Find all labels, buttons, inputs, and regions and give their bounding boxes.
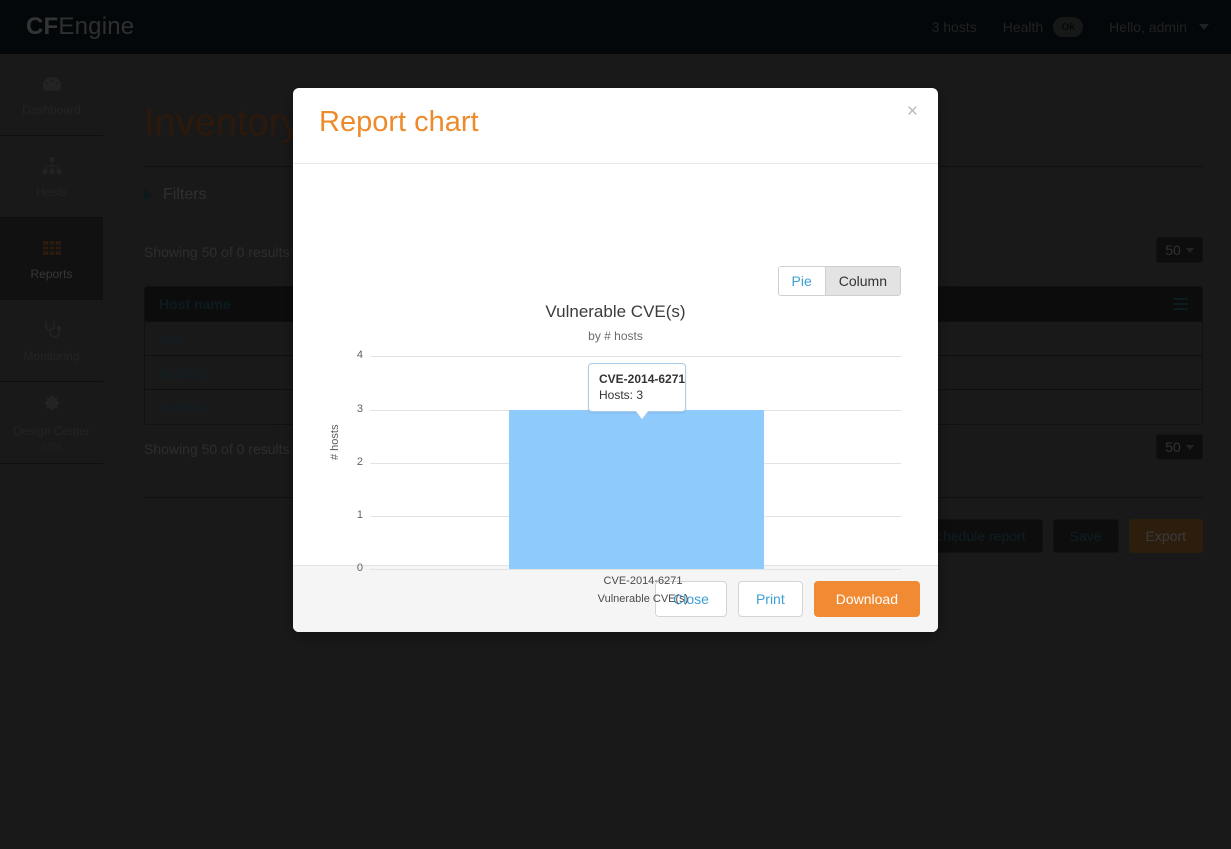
grid-icon	[40, 236, 64, 260]
x-axis-label: Vulnerable CVE(s)	[597, 593, 689, 605]
page-size-select-bottom[interactable]: 50	[1156, 434, 1203, 460]
user-menu[interactable]: Hello, admin	[1109, 19, 1209, 35]
filters-toggle[interactable]: Filters	[144, 186, 207, 204]
sidebar-item-label: Monitoring	[23, 349, 80, 363]
health-indicator[interactable]: Health Ok	[1002, 17, 1084, 37]
column-header-label: Host name	[159, 296, 231, 312]
column-menu-icon[interactable]	[1172, 298, 1188, 310]
puzzle-icon	[40, 393, 64, 417]
report-chart-modal: Report chart × Pie Column Vulnerable CVE…	[293, 88, 938, 632]
page-size-select-top[interactable]: 50	[1156, 237, 1203, 263]
tab-column[interactable]: Column	[824, 267, 900, 295]
top-navigation-bar: CFEngine 3 hosts Health Ok Hello, admin	[0, 0, 1231, 54]
hosts-count[interactable]: 3 hosts	[931, 19, 977, 35]
sidebar-item-hosts[interactable]: Hosts	[0, 136, 103, 218]
download-button[interactable]: Download	[813, 581, 920, 617]
tab-pie[interactable]: Pie	[778, 267, 825, 295]
chart-subtitle: by # hosts	[588, 329, 643, 343]
stethoscope-icon	[40, 318, 64, 342]
modal-title: Report chart	[319, 106, 479, 138]
modal-header: Report chart ×	[293, 88, 938, 164]
close-icon[interactable]: ×	[906, 101, 918, 122]
sidebar-item-label: Design Center	[13, 424, 90, 438]
top-navigation-right: 3 hosts Health Ok Hello, admin	[932, 17, 1209, 37]
y-tick-label: 0	[356, 562, 363, 574]
y-tick-label: 2	[356, 456, 363, 468]
gridline-0	[370, 569, 901, 570]
chevron-down-icon	[1185, 444, 1194, 450]
filters-label: Filters	[163, 186, 207, 203]
page-size-value: 50	[1165, 242, 1181, 258]
y-axis-label: # hosts	[329, 424, 341, 460]
tooltip-title: CVE-2014-6271	[599, 372, 686, 386]
sidebar-item-label: Dashboard	[22, 103, 81, 117]
gridline-4	[370, 356, 901, 357]
save-button[interactable]: Save	[1052, 519, 1119, 553]
page-size-value: 50	[1165, 439, 1181, 455]
chart-type-toggle: Pie Column	[777, 266, 901, 296]
close-button[interactable]: Close	[655, 581, 727, 617]
chevron-down-icon	[1185, 247, 1194, 253]
sidebar-item-monitoring[interactable]: Monitoring	[0, 300, 103, 382]
page-title: Inventory	[144, 102, 301, 144]
gauge-icon	[40, 72, 64, 96]
sidebar-item-label: Reports	[30, 267, 73, 281]
chart-tooltip: CVE-2014-6271 Hosts: 3	[588, 363, 686, 421]
bar-cve-2014-6271[interactable]	[509, 410, 764, 569]
results-summary-bottom: Showing 50 of 0 results on	[144, 441, 309, 457]
y-tick-label: 3	[356, 403, 363, 415]
modal-footer: Close Print Download	[293, 565, 938, 632]
sidebar-item-sublabel: beta	[41, 441, 62, 452]
brand-bold: CF	[26, 13, 59, 40]
health-status-badge: Ok	[1053, 17, 1084, 37]
chevron-down-icon	[1199, 24, 1209, 30]
sidebar-item-dashboard[interactable]: Dashboard	[0, 54, 103, 136]
chevron-right-icon	[144, 189, 153, 201]
sidebar-item-design-center[interactable]: Design Center beta	[0, 382, 103, 464]
x-tick-label: CVE-2014-6271	[603, 575, 683, 587]
y-tick-label: 4	[356, 349, 363, 361]
sidebar-item-label: Hosts	[36, 185, 67, 199]
modal-body: Pie Column Vulnerable CVE(s) by # hosts …	[293, 164, 938, 605]
y-tick-label: 1	[356, 509, 363, 521]
sidebar-item-reports[interactable]: Reports	[0, 218, 103, 300]
chart-title: Vulnerable CVE(s)	[545, 302, 686, 321]
print-button[interactable]: Print	[737, 581, 803, 617]
brand-rest: Engine	[58, 13, 135, 40]
sitemap-icon	[40, 154, 64, 178]
cfengine-logo[interactable]: CFEngine	[26, 13, 134, 41]
health-label: Health	[1002, 19, 1044, 35]
results-summary-top: Showing 50 of 0 results on	[144, 244, 309, 260]
user-greeting: Hello, admin	[1109, 19, 1187, 35]
report-chart: Vulnerable CVE(s) by # hosts 4 3 2 1 0 #…	[293, 164, 938, 632]
tooltip-value: Hosts: 3	[599, 388, 644, 403]
export-button[interactable]: Export	[1128, 519, 1203, 553]
